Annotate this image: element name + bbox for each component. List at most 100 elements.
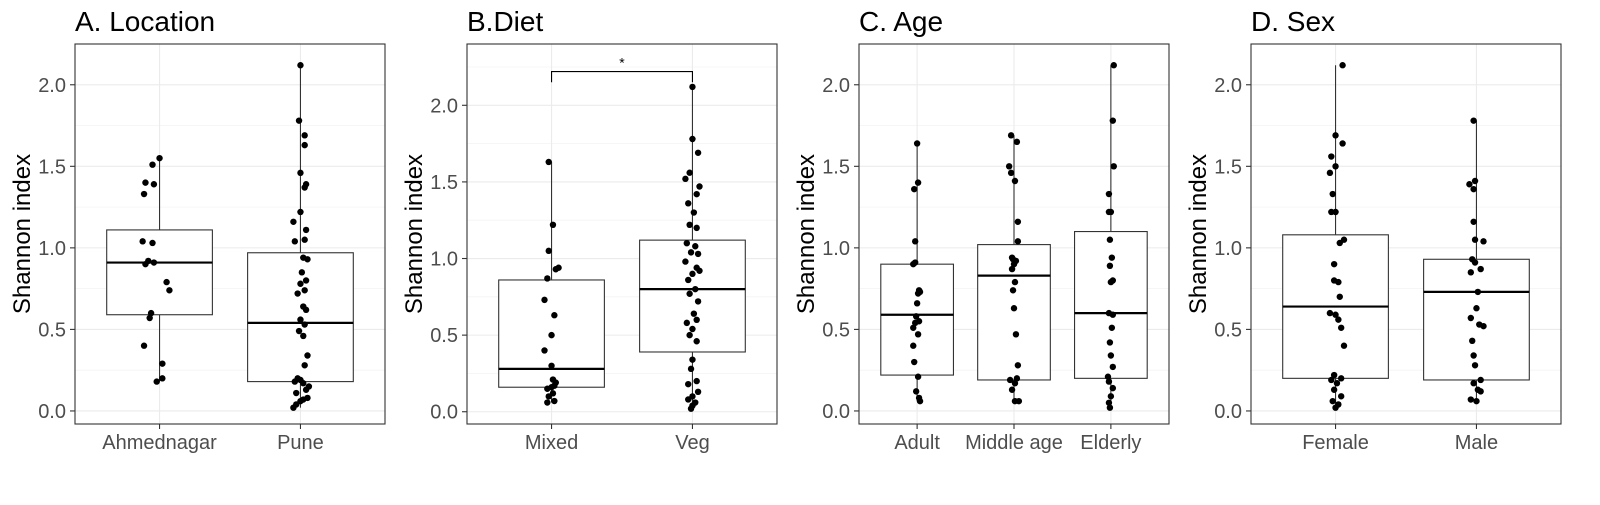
data-point	[301, 287, 308, 294]
data-point	[1466, 181, 1473, 188]
data-point	[686, 290, 693, 297]
data-point	[1008, 386, 1016, 393]
data-point	[689, 270, 696, 278]
data-point	[1108, 254, 1116, 261]
data-point	[694, 149, 702, 156]
data-point	[1106, 262, 1114, 270]
data-point	[910, 342, 917, 349]
plot-frame	[1250, 43, 1562, 425]
data-point	[1010, 305, 1018, 312]
data-point	[682, 175, 689, 183]
data-point	[541, 296, 548, 304]
data-point	[1335, 316, 1342, 323]
data-point	[544, 275, 551, 282]
data-point	[1106, 236, 1114, 243]
data-point	[150, 259, 158, 266]
data-point	[685, 276, 692, 284]
data-point	[1332, 311, 1339, 318]
data-point	[541, 347, 548, 354]
data-point	[1473, 397, 1480, 405]
x-tick-label: Veg	[675, 432, 709, 454]
data-point	[142, 179, 149, 186]
data-point	[1470, 352, 1477, 359]
data-point	[293, 389, 300, 397]
data-point	[1007, 132, 1015, 139]
data-point	[163, 278, 170, 286]
data-point	[544, 399, 551, 406]
data-point	[545, 247, 552, 255]
data-point	[916, 397, 924, 405]
data-point	[693, 224, 700, 232]
data-point	[913, 140, 921, 147]
x-tick-label: Adult	[894, 432, 940, 454]
data-point	[298, 269, 306, 276]
data-point	[301, 236, 308, 243]
data-point	[1006, 376, 1014, 384]
y-tick-label: 1.0	[38, 238, 66, 260]
data-point	[1007, 169, 1015, 177]
data-point	[685, 396, 692, 403]
data-point	[685, 380, 692, 388]
y-tick-label: 2.0	[822, 75, 850, 97]
panel-0: 0.0 0.5 1.0 1.5 2.0 Ahmednagar Pune A. Location…	[9, 6, 386, 454]
data-point	[1332, 404, 1339, 411]
data-point	[544, 385, 551, 392]
y-tick-label: 0.5	[430, 325, 458, 347]
y-tick-label: 0.0	[1214, 401, 1242, 423]
data-point	[1332, 163, 1339, 170]
y-tick-label: 1.0	[1214, 238, 1242, 260]
data-point	[159, 375, 166, 382]
data-point	[1015, 397, 1023, 405]
data-point	[692, 285, 699, 293]
y-tick-label: 1.5	[1214, 156, 1242, 178]
data-point	[1336, 239, 1343, 247]
data-point	[1471, 259, 1479, 266]
y-tick-label: 1.0	[430, 249, 458, 271]
data-point	[1329, 190, 1336, 198]
y-tick-label: 1.5	[430, 172, 458, 194]
data-point	[1013, 375, 1021, 382]
data-point	[551, 397, 558, 405]
y-tick-label: 1.0	[822, 238, 850, 260]
data-point	[1105, 399, 1113, 406]
y-tick-label: 0.5	[822, 319, 850, 341]
data-point	[1105, 378, 1113, 385]
data-point	[1106, 404, 1114, 411]
y-tick-label: 1.5	[822, 156, 850, 178]
box-0	[106, 229, 213, 316]
data-point	[300, 380, 307, 387]
data-point	[149, 161, 156, 168]
data-point	[302, 386, 310, 393]
panel-title: B.Diet	[467, 6, 543, 37]
y-tick-label: 0.5	[1214, 319, 1242, 341]
data-point	[686, 331, 693, 339]
data-point	[159, 360, 166, 367]
data-point	[690, 209, 698, 216]
plot-frame	[74, 43, 386, 425]
data-point	[689, 325, 696, 333]
data-point	[914, 290, 922, 297]
data-point	[301, 132, 308, 139]
data-point	[1014, 238, 1022, 245]
data-point	[693, 316, 700, 324]
data-point	[302, 306, 310, 314]
data-point	[294, 290, 301, 297]
data-point	[301, 362, 308, 369]
data-point	[912, 388, 920, 395]
data-point	[1337, 375, 1345, 382]
data-point	[1337, 324, 1345, 331]
data-point	[1014, 218, 1022, 225]
data-point	[1010, 260, 1018, 268]
data-point	[685, 200, 692, 207]
data-point	[545, 158, 552, 166]
data-point	[295, 327, 303, 335]
data-point	[687, 249, 695, 256]
data-point	[1011, 380, 1019, 387]
x-tick-label: Female	[1302, 432, 1369, 454]
data-point	[297, 316, 304, 323]
x-tick-label: Middle age	[965, 432, 1063, 454]
data-point	[1477, 376, 1484, 384]
data-point	[1335, 278, 1342, 286]
data-point	[1110, 62, 1117, 69]
y-tick-label: 2.0	[1214, 75, 1242, 97]
